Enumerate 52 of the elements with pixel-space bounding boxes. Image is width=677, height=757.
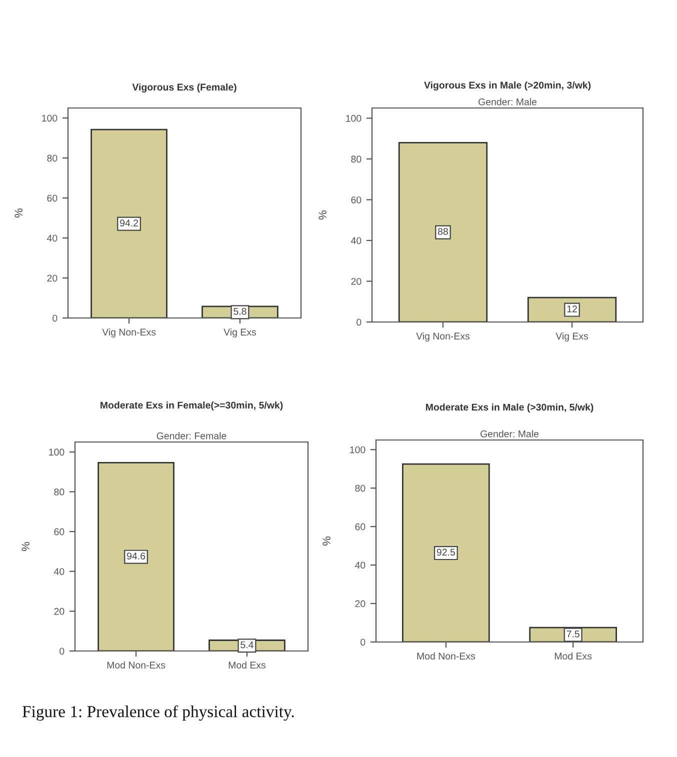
y-tick-label: 100 xyxy=(42,114,58,122)
x-tick-label: Vig Non-Exs xyxy=(416,332,470,342)
y-tick-label: 20 xyxy=(47,274,58,282)
y-tick-label: 80 xyxy=(355,484,366,492)
chart-subtitle: Gender: Male xyxy=(480,430,539,438)
y-tick-label: 80 xyxy=(54,488,64,496)
data-label: 5.8 xyxy=(234,308,246,315)
y-tick-label: 100 xyxy=(346,114,362,122)
x-tick-label: Mod Non-Exs xyxy=(107,661,166,669)
x-tick-label: Vig Exs xyxy=(556,332,588,342)
chart-subtitle: Gender: Female xyxy=(156,432,226,440)
y-tick-label: 0 xyxy=(360,638,366,646)
chart-title: Moderate Exs in Male (>30min, 5/wk) xyxy=(426,403,594,413)
y-tick-label: 80 xyxy=(47,154,58,162)
data-label: 12 xyxy=(567,305,577,312)
y-tick-label: 20 xyxy=(54,608,64,615)
y-tick-label: 60 xyxy=(47,194,58,202)
data-label: 7.5 xyxy=(566,630,580,638)
chart-title: Vigorous Exs (Female) xyxy=(132,83,236,93)
y-tick-label: 20 xyxy=(351,278,362,285)
y-axis-title: % xyxy=(22,542,30,552)
chart-title: Vigorous Exs in Male (>20min, 3/wk) xyxy=(424,81,591,91)
y-tick-label: 40 xyxy=(350,237,362,244)
y-tick-label: 60 xyxy=(54,528,64,536)
y-tick-label: 60 xyxy=(355,523,366,530)
x-tick-label: Vig Exs xyxy=(224,328,256,338)
chart-subtitle: Gender: Male xyxy=(478,98,537,106)
y-axis-title: % xyxy=(322,536,330,546)
y-tick-label: 20 xyxy=(355,600,366,608)
y-tick-label: 0 xyxy=(60,648,64,655)
y-tick-label: 0 xyxy=(52,314,58,322)
y-axis-title: % xyxy=(14,208,22,218)
data-label: 5.4 xyxy=(240,641,254,648)
x-tick-label: Mod Exs xyxy=(554,652,592,660)
x-tick-label: Vig Non-Exs xyxy=(102,328,156,338)
x-tick-label: Mod Exs xyxy=(228,661,266,669)
data-label: 92.5 xyxy=(436,548,455,556)
chart-title: Moderate Exs in Female(>=30min, 5/wk) xyxy=(100,401,283,411)
x-tick-label: Mod Non-Exs xyxy=(417,652,476,660)
data-label: 94.2 xyxy=(120,220,138,226)
y-tick-label: 0 xyxy=(356,318,362,326)
y-tick-label: 100 xyxy=(49,448,64,456)
y-tick-label: 100 xyxy=(350,446,366,454)
caption: Figure 1: Prevalence of physical activity. xyxy=(22,705,294,721)
y-tick-label: 40 xyxy=(54,568,64,575)
y-tick-label: 80 xyxy=(351,156,362,163)
data-label: 94.6 xyxy=(127,552,146,560)
data-label: 88 xyxy=(438,228,448,235)
y-tick-label: 40 xyxy=(46,234,58,242)
y-tick-label: 40 xyxy=(354,562,366,569)
y-axis-title: % xyxy=(318,210,326,220)
y-tick-label: 60 xyxy=(351,196,362,204)
